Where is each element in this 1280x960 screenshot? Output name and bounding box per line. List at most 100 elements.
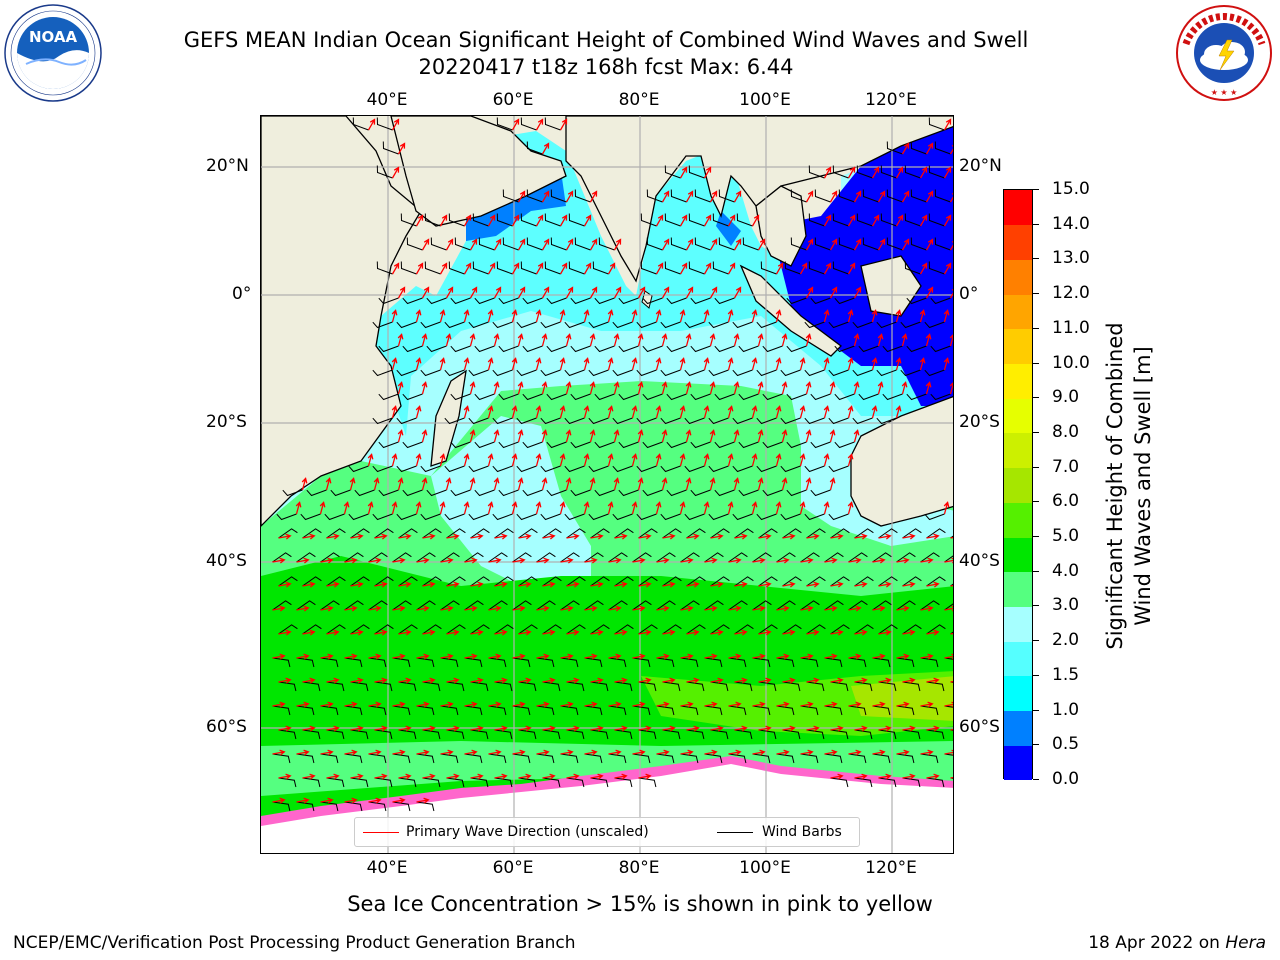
wave-direction-arrow xyxy=(368,653,382,660)
wind-barb xyxy=(326,681,345,692)
wind-barb xyxy=(756,321,777,329)
wave-direction-arrow xyxy=(439,309,446,323)
wave-direction-arrow xyxy=(655,309,662,323)
wave-direction-arrow xyxy=(943,214,952,227)
wind-barb xyxy=(302,681,321,692)
wave-direction-arrow xyxy=(464,605,478,612)
wave-direction-arrow xyxy=(805,238,814,251)
wave-direction-arrow xyxy=(679,453,686,467)
wind-barb xyxy=(632,753,651,764)
wave-direction-arrow xyxy=(926,677,940,684)
wave-direction-arrow xyxy=(949,192,953,203)
wind-barb xyxy=(470,624,490,635)
wave-direction-arrow xyxy=(493,238,502,251)
wave-direction-arrow xyxy=(734,725,748,732)
wave-direction-arrow xyxy=(535,357,542,371)
wind-barb xyxy=(906,393,927,401)
wind-barb xyxy=(492,321,513,329)
wind-barb xyxy=(808,213,825,227)
wind-barb xyxy=(372,417,393,425)
wave-direction-arrow xyxy=(517,286,526,299)
wind-barb xyxy=(830,729,849,740)
wave-direction-arrow xyxy=(542,725,556,732)
wave-direction-arrow xyxy=(422,629,436,636)
wave-direction-arrow xyxy=(344,749,358,756)
wind-barb xyxy=(800,705,819,716)
wave-direction-arrow xyxy=(655,405,662,419)
wave-direction-arrow xyxy=(470,629,484,636)
wind-barb xyxy=(694,189,711,203)
wave-direction-arrow xyxy=(487,262,496,275)
wind-barb xyxy=(470,777,489,788)
wind-barb xyxy=(282,489,303,497)
colorbar-tick-label: 4.0 xyxy=(1052,560,1080,581)
wind-barb xyxy=(392,753,411,764)
wave-direction-arrow xyxy=(374,677,388,684)
wind-barb xyxy=(516,465,537,473)
wind-barb xyxy=(492,417,513,425)
wave-direction-arrow xyxy=(566,773,580,780)
colorbar-tick-mark xyxy=(1033,466,1039,468)
wave-direction-arrow xyxy=(656,605,670,612)
wave-direction-arrow xyxy=(392,557,406,564)
wind-barb xyxy=(450,297,471,305)
wave-direction-arrow xyxy=(727,214,736,227)
lat-tick-left-0: 0° xyxy=(232,284,252,304)
wave-direction-arrow xyxy=(446,533,460,540)
wave-direction-arrow xyxy=(350,629,364,636)
wave-direction-arrow xyxy=(488,557,502,564)
wave-direction-arrow xyxy=(757,381,764,395)
wind-barb xyxy=(640,213,657,227)
wave-direction-arrow xyxy=(415,501,422,515)
wave-direction-arrow xyxy=(662,677,676,684)
wind-barb xyxy=(944,753,953,756)
wave-direction-arrow xyxy=(398,629,412,636)
wave-direction-arrow xyxy=(943,501,950,515)
wave-direction-arrow xyxy=(829,381,836,395)
wind-barb xyxy=(662,681,681,692)
wind-barb xyxy=(450,345,471,353)
wind-barb xyxy=(296,657,315,668)
wave-direction-arrow xyxy=(391,309,398,323)
wave-direction-arrow xyxy=(397,333,404,347)
wave-direction-arrow xyxy=(638,773,652,780)
wind-barb xyxy=(402,297,423,305)
wind-barb xyxy=(296,753,315,764)
colorbar-tick-label: 6.0 xyxy=(1052,491,1080,512)
wind-barb xyxy=(662,624,682,635)
wind-barb xyxy=(378,297,399,305)
wind-barb xyxy=(382,141,399,155)
wave-direction-arrow xyxy=(679,262,688,275)
wave-direction-arrow xyxy=(415,357,422,371)
wave-direction-arrow xyxy=(302,533,316,540)
wave-direction-arrow xyxy=(920,653,934,660)
wind-barb xyxy=(928,261,945,275)
wind-barb xyxy=(684,321,705,329)
wave-direction-arrow xyxy=(662,629,676,636)
sea-ice-note: Sea Ice Concentration > 15% is shown in … xyxy=(347,892,933,916)
wind-barb xyxy=(278,624,298,635)
wave-direction-arrow xyxy=(565,190,574,203)
wind-barb xyxy=(296,801,315,812)
wind-barb xyxy=(902,624,922,635)
wave-direction-arrow xyxy=(710,629,724,636)
wind-barb xyxy=(878,576,898,587)
wave-direction-arrow xyxy=(397,286,406,299)
wave-direction-arrow xyxy=(470,581,484,588)
wave-direction-arrow xyxy=(560,749,574,756)
wave-direction-arrow xyxy=(541,333,548,347)
wave-direction-arrow xyxy=(638,581,652,588)
wave-direction-arrow xyxy=(853,333,860,347)
wave-direction-arrow xyxy=(800,701,814,708)
wind-barb xyxy=(570,489,591,497)
wind-barb xyxy=(588,321,609,329)
wind-barb xyxy=(398,528,418,539)
wind-barb xyxy=(570,345,591,353)
wind-barb xyxy=(806,624,826,635)
wind-barb xyxy=(926,681,945,692)
wind-barb xyxy=(540,417,561,425)
wave-direction-arrow xyxy=(446,725,460,732)
colorbar-segment xyxy=(1004,398,1032,434)
wind-barb xyxy=(320,753,339,764)
wind-barb xyxy=(546,441,567,449)
